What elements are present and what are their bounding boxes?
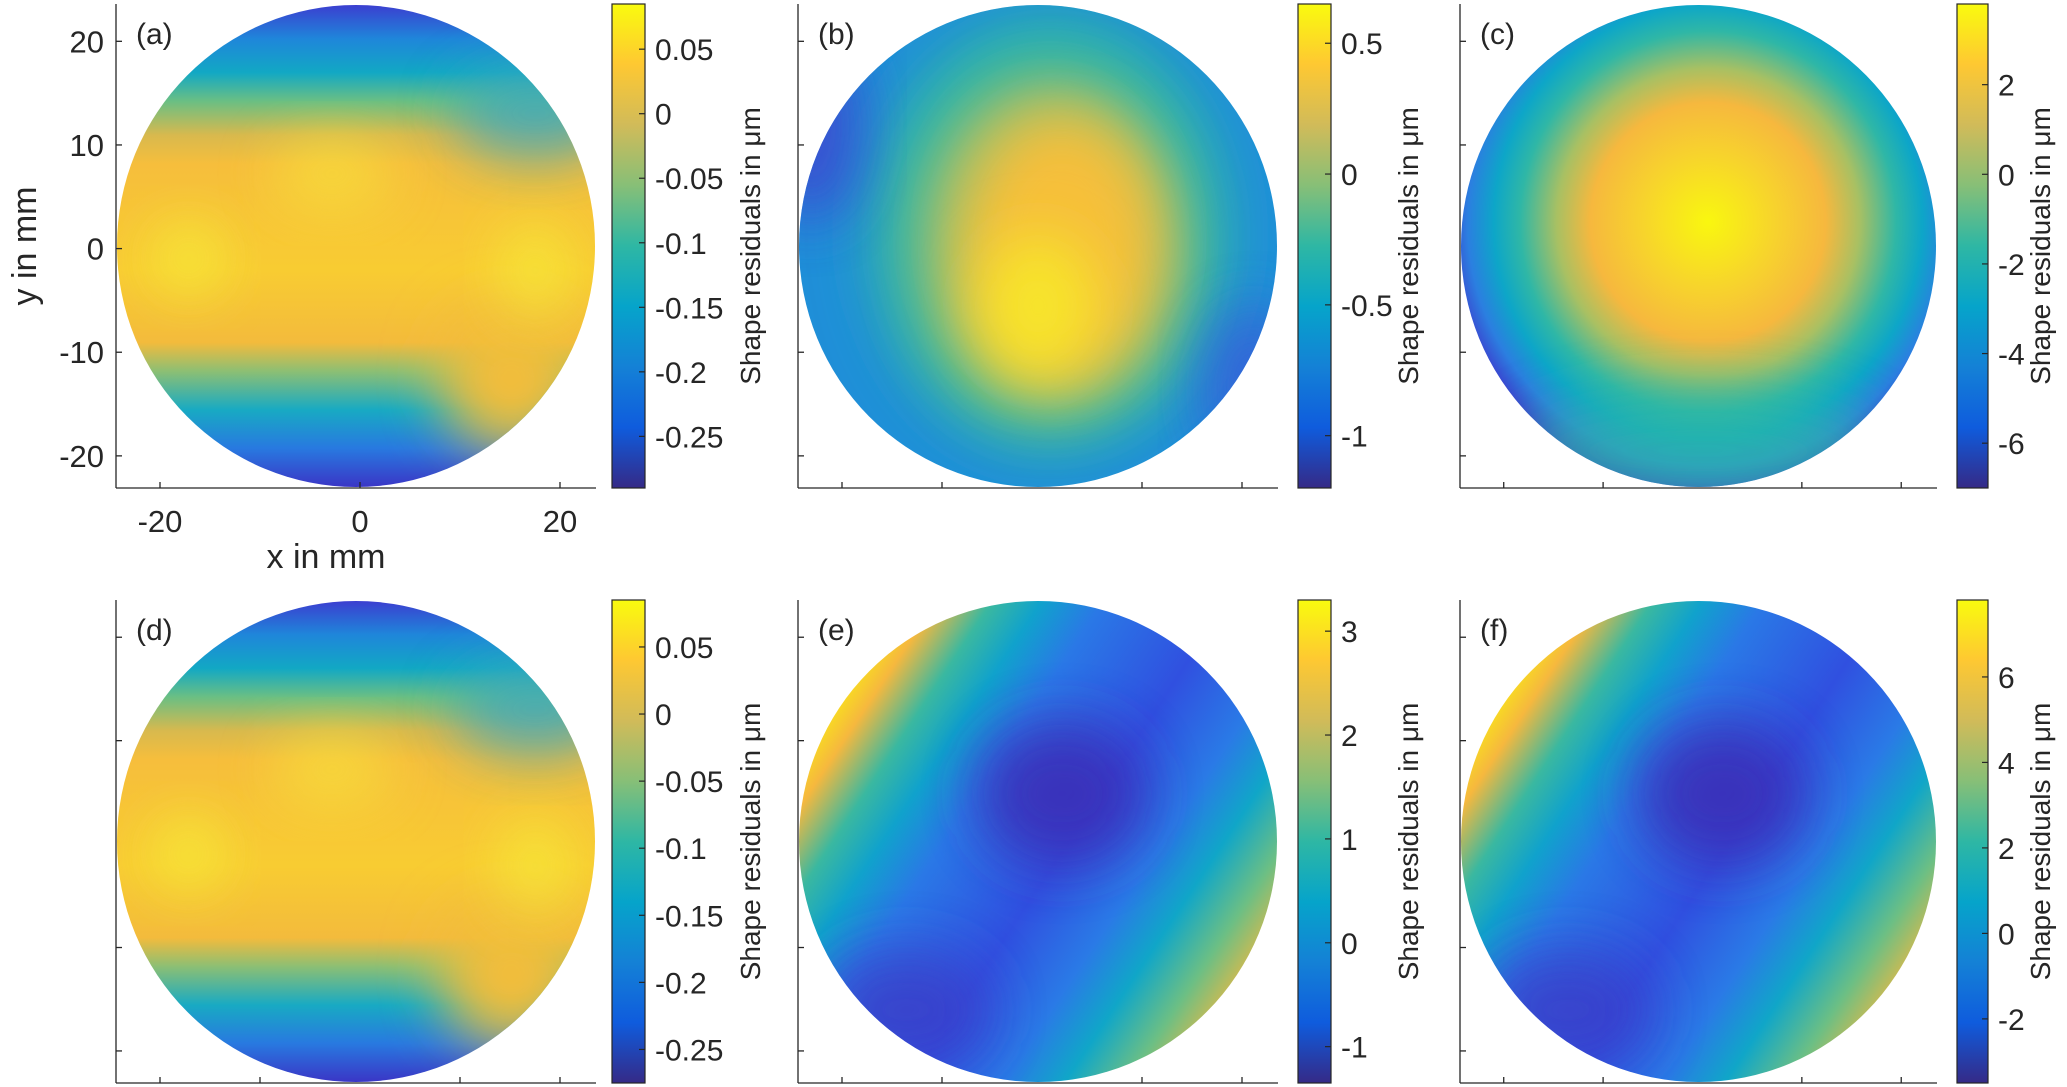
panel-letter: (a) xyxy=(136,18,173,51)
colorbar xyxy=(1956,3,1989,489)
colorbar xyxy=(1297,3,1332,489)
y-tick-label: 0 xyxy=(87,232,104,267)
heatmap-blob xyxy=(978,721,1146,866)
colorbar-tick-label: -0.1 xyxy=(655,833,707,866)
colorbar-tick-label: 2 xyxy=(1998,833,2015,866)
heatmap-blob xyxy=(272,733,392,806)
heatmap-blob xyxy=(152,817,225,890)
colorbar-tick-label: -0.25 xyxy=(655,421,723,454)
panel-letter: (f) xyxy=(1480,614,1508,647)
colorbar-tick-label: 0 xyxy=(655,699,672,732)
heatmap-blob xyxy=(822,949,991,1070)
y-tick-label: -20 xyxy=(59,439,104,474)
colorbar-tick-label: -0.15 xyxy=(655,900,723,933)
colorbar xyxy=(1956,599,1989,1084)
colorbar-tick-label: -0.2 xyxy=(655,357,707,390)
colorbar-tick-label: -4 xyxy=(1998,339,2025,372)
heatmap-blob xyxy=(451,65,595,162)
colorbar-tick-label: 0 xyxy=(1341,159,1358,192)
x-tick-label: 0 xyxy=(351,504,368,539)
heatmap-blob xyxy=(451,661,595,758)
heatmap-blob xyxy=(1484,949,1651,1070)
colorbar-tick-label: 3 xyxy=(1341,616,1358,649)
colorbar-tick-label: 0 xyxy=(655,99,672,132)
y-axis-label: y in mm xyxy=(6,187,44,306)
heatmap-blob xyxy=(439,901,584,1046)
heatmap-surface xyxy=(799,601,1277,1082)
colorbar-tick-label: 4 xyxy=(1998,747,2015,780)
heatmap-blob xyxy=(1205,306,1277,475)
colorbar-tick-label: 0.05 xyxy=(655,632,713,665)
colorbar-label: Shape residuals in μm xyxy=(735,703,766,981)
x-tick-label: 20 xyxy=(543,504,577,539)
panel-letter: (e) xyxy=(818,614,855,647)
heatmap-blob xyxy=(152,221,225,295)
heatmap-blob xyxy=(799,29,859,222)
panel-b: (b) -1 -0.5 0 0.5 Shape residuals in μm xyxy=(797,3,1424,489)
heatmap-blob xyxy=(499,221,572,319)
panel-e: (e) -1 0 1 2 3 Shape residuals in μm xyxy=(797,599,1424,1084)
heatmap-blob xyxy=(978,233,1098,379)
panel-letter: (d) xyxy=(136,614,173,647)
x-axis-label: x in mm xyxy=(267,538,386,576)
colorbar-tick-label: 2 xyxy=(1998,70,2015,103)
colorbar-label: Shape residuals in μm xyxy=(735,107,766,385)
colorbar-label: Shape residuals in μm xyxy=(1393,107,1424,385)
panel-d: (d) -0.25 -0.2 -0.15 -0.1 -0.05 0 0.05 Shape res… xyxy=(115,599,766,1084)
heatmap-blob xyxy=(439,306,584,451)
panel-letter: (c) xyxy=(1480,18,1515,51)
colorbar-tick-label: 0 xyxy=(1998,159,2015,192)
panel-a: -20 0 20 -20 -10 0 10 20 x in mm y in mm (a) -0.25 -… xyxy=(6,3,766,576)
heatmap-surface xyxy=(1461,601,1936,1082)
colorbar-tick-label: 0 xyxy=(1341,928,1358,961)
colorbar-tick-label: -6 xyxy=(1998,428,2025,461)
colorbar-tick-label: -0.05 xyxy=(655,163,723,196)
colorbar-tick-label: -2 xyxy=(1998,249,2025,282)
panel-letter: (b) xyxy=(818,18,855,51)
colorbar-tick-label: -0.05 xyxy=(655,766,723,799)
colorbar-tick-label: 6 xyxy=(1998,662,2015,695)
y-tick-label: 10 xyxy=(70,128,104,163)
colorbar-tick-label: 0 xyxy=(1998,918,2015,951)
colorbar-tick-label: 0.05 xyxy=(655,34,713,67)
heatmap-surface xyxy=(1461,5,1936,487)
x-tick-label: -20 xyxy=(138,504,183,539)
heatmap-surface xyxy=(117,601,595,1082)
colorbar-tick-label: -2 xyxy=(1998,1004,2025,1037)
colorbar-tick-label: 0.5 xyxy=(1341,28,1383,61)
heatmap-blob xyxy=(499,817,572,914)
colorbar-tick-label: -0.15 xyxy=(655,292,723,325)
heatmap-surface xyxy=(799,5,1277,487)
y-tick-label: 20 xyxy=(70,24,104,59)
colorbar xyxy=(611,599,646,1084)
heatmap-blob xyxy=(1508,390,1889,487)
y-tick-label: -10 xyxy=(59,335,104,370)
colorbar xyxy=(1297,599,1332,1084)
colorbar-tick-label: 1 xyxy=(1341,824,1358,857)
colorbar-tick-label: 2 xyxy=(1341,720,1358,753)
colorbar-tick-label: -0.1 xyxy=(655,228,707,261)
panel-c: (c) -6 -4 -2 0 2 Shape residuals in μm xyxy=(1459,3,2056,489)
colorbar-tick-label: -0.25 xyxy=(655,1034,723,1067)
colorbar-label: Shape residuals in μm xyxy=(2025,703,2056,981)
colorbar-label: Shape residuals in μm xyxy=(2025,107,2056,385)
colorbar xyxy=(611,3,646,489)
colorbar-tick-label: -1 xyxy=(1341,1032,1368,1065)
colorbar-tick-label: -0.2 xyxy=(655,967,707,1000)
colorbar-tick-label: -0.5 xyxy=(1341,290,1393,323)
heatmap-blob xyxy=(272,137,392,210)
colorbar-label: Shape residuals in μm xyxy=(1393,703,1424,981)
colorbar-tick-label: -1 xyxy=(1341,421,1368,454)
heatmap-blob xyxy=(1639,721,1806,866)
heatmap-surface xyxy=(117,5,595,487)
panel-f: (f) -2 0 2 4 6 Shape residuals in μm xyxy=(1459,599,2056,1084)
